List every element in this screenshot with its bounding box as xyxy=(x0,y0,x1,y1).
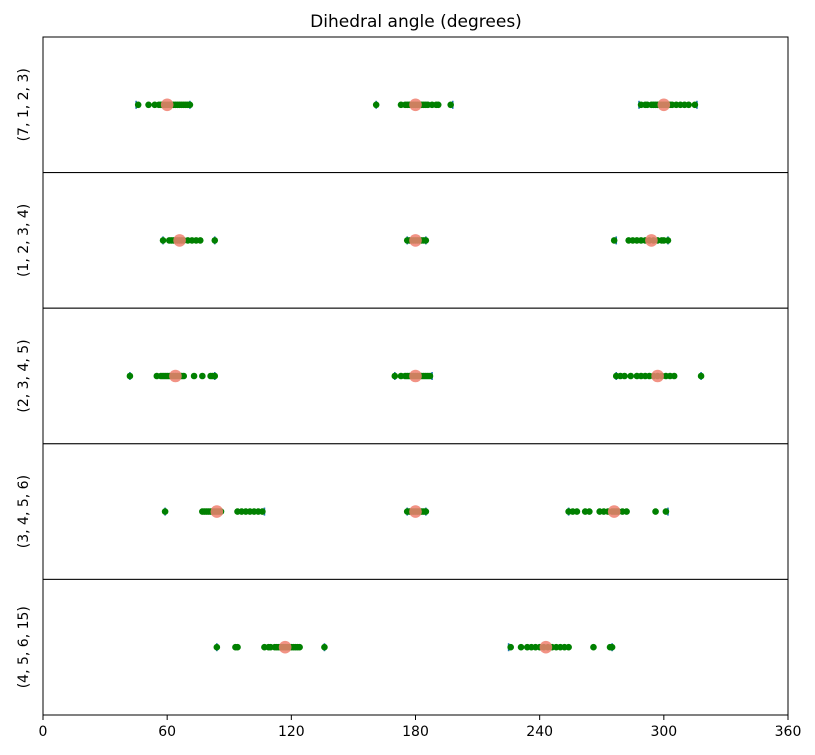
panel: (2, 3, 4, 5) xyxy=(16,307,789,445)
reference-point xyxy=(160,98,174,112)
sample-point xyxy=(662,508,670,515)
x-tick-label: 0 xyxy=(39,724,48,740)
sample-point xyxy=(697,372,705,380)
sample-point xyxy=(670,372,678,380)
sample-point xyxy=(145,101,152,109)
sample-point xyxy=(685,101,692,109)
sample-point xyxy=(608,643,616,651)
reference-point xyxy=(409,98,422,112)
reference-point xyxy=(409,369,422,383)
chart-panels: (7, 1, 2, 3) (1, 2, 3, 4) (2, 3, 4, 5) (3, … xyxy=(16,36,789,716)
sample-point xyxy=(434,101,442,109)
reference-point xyxy=(645,234,658,247)
sample-point xyxy=(213,643,221,651)
x-axis: 0 60 120 180 240 300 360 xyxy=(39,715,802,740)
sample-point xyxy=(134,101,142,109)
reference-point xyxy=(539,640,553,654)
sample-point xyxy=(159,237,167,244)
sample-point xyxy=(621,372,628,380)
sample-point xyxy=(623,508,630,515)
reference-point xyxy=(607,505,621,518)
reference-point xyxy=(210,505,224,518)
sample-point xyxy=(586,508,593,515)
sample-point xyxy=(573,508,581,515)
sample-point xyxy=(422,237,430,244)
sample-point xyxy=(199,372,206,380)
panel: (7, 1, 2, 3) xyxy=(16,36,789,174)
row-label: (4, 5, 6, 15) xyxy=(16,606,32,688)
sample-point xyxy=(186,101,194,109)
reference-point xyxy=(173,234,186,247)
sample-point xyxy=(610,237,618,244)
sample-point xyxy=(422,508,430,515)
sample-point xyxy=(447,101,454,109)
panel-frame xyxy=(42,578,789,716)
sample-point xyxy=(259,508,266,515)
sample-point xyxy=(590,643,597,651)
sample-point xyxy=(211,372,219,380)
sample-point xyxy=(211,237,219,244)
sample-point xyxy=(664,237,672,244)
x-tick-label: 300 xyxy=(650,724,677,740)
reference-point xyxy=(169,369,182,383)
panel: (3, 4, 5, 6) xyxy=(16,443,789,580)
sample-point xyxy=(517,643,525,651)
row-label: (2, 3, 4, 5) xyxy=(16,339,32,412)
sample-point xyxy=(126,372,134,380)
sample-point xyxy=(507,643,514,651)
sample-point xyxy=(196,237,204,244)
row-label: (1, 2, 3, 4) xyxy=(16,204,32,277)
sample-point xyxy=(652,508,659,515)
x-tick-label: 240 xyxy=(526,724,553,740)
sample-point xyxy=(161,508,169,515)
sample-point xyxy=(180,372,188,380)
panel: (1, 2, 3, 4) xyxy=(16,172,789,309)
row-label: (7, 1, 2, 3) xyxy=(16,68,32,141)
sample-point xyxy=(565,643,572,651)
sample-point xyxy=(190,372,198,380)
x-tick-label: 60 xyxy=(158,724,176,740)
reference-point xyxy=(657,98,671,112)
sample-point xyxy=(372,101,380,109)
reference-point xyxy=(409,505,422,518)
sample-point xyxy=(234,643,241,651)
reference-point xyxy=(409,234,422,247)
sample-point xyxy=(321,643,328,651)
reference-point xyxy=(651,369,664,383)
sample-point xyxy=(691,101,699,109)
sample-point xyxy=(627,372,635,380)
sample-point xyxy=(391,372,399,380)
sample-point xyxy=(296,643,303,651)
sample-point xyxy=(426,372,434,380)
chart-title: Dihedral angle (degrees) xyxy=(310,12,522,32)
x-tick-label: 120 xyxy=(278,724,305,740)
x-tick-label: 180 xyxy=(402,724,429,740)
x-tick-label: 360 xyxy=(775,724,802,740)
panel: (4, 5, 6, 15) xyxy=(16,578,789,716)
reference-point xyxy=(278,640,292,654)
row-label: (3, 4, 5, 6) xyxy=(16,475,32,548)
